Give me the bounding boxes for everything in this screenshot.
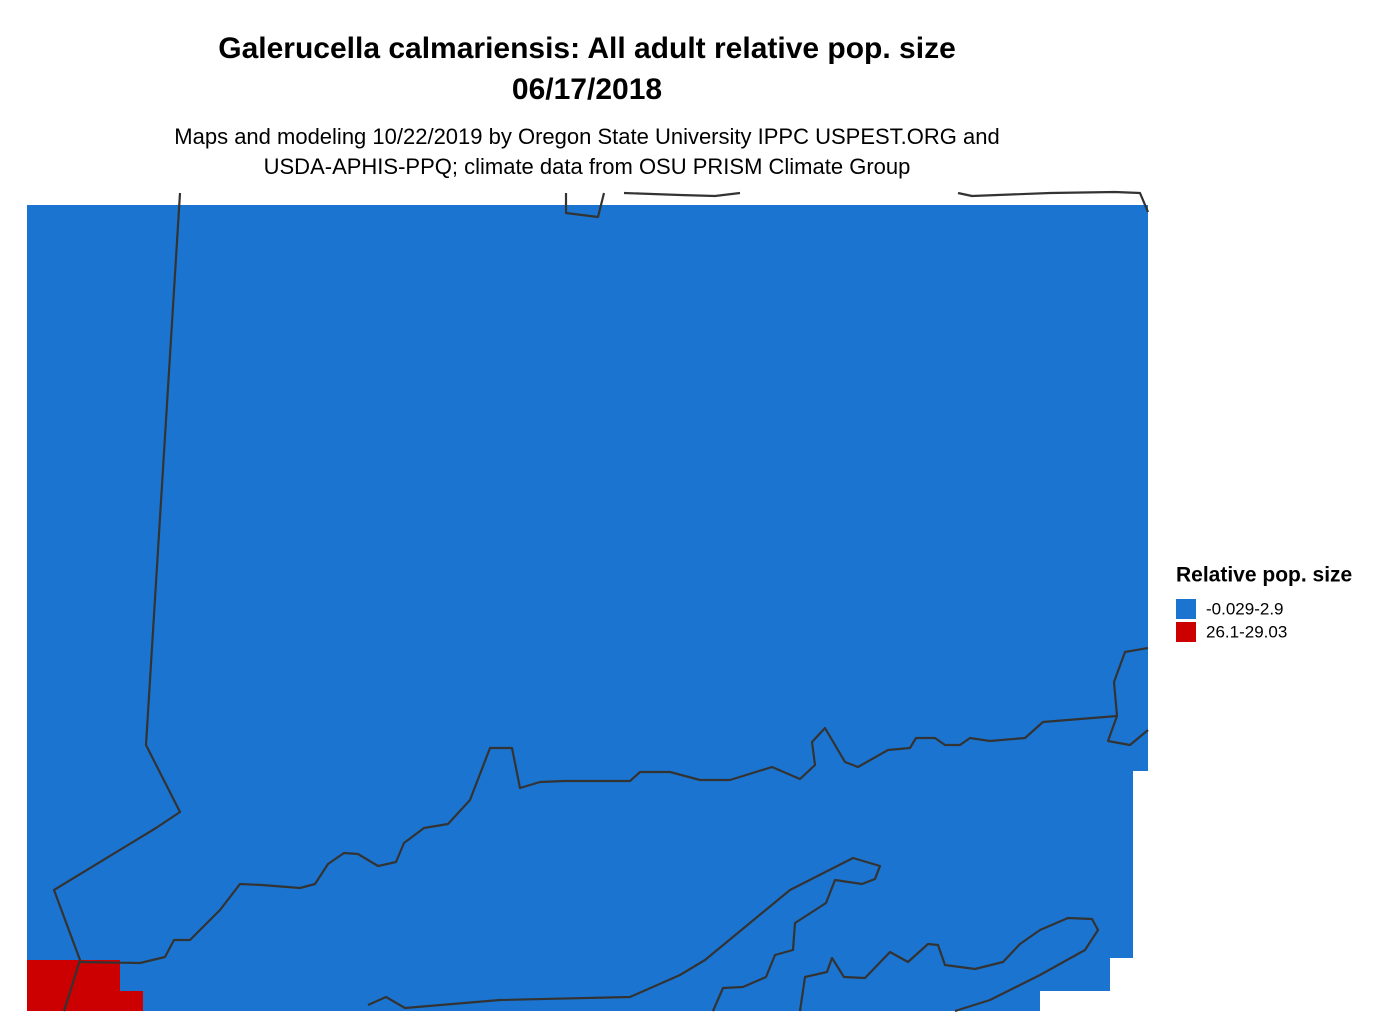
legend-swatch bbox=[1176, 599, 1196, 619]
subtitle: USDA-APHIS-PPQ; climate data from OSU PR… bbox=[264, 154, 911, 179]
high-zone bbox=[27, 960, 143, 1011]
low-zone bbox=[27, 205, 1148, 1011]
legend-swatch bbox=[1176, 622, 1196, 642]
state-borders bbox=[52, 190, 1150, 1013]
legend-label: -0.029-2.9 bbox=[1206, 599, 1284, 618]
legend: Relative pop. size -0.029-2.9 26.1-29.03 bbox=[1176, 564, 1352, 642]
map-area bbox=[27, 190, 1150, 1013]
map-title: Galerucella calmariensis: All adult rela… bbox=[218, 32, 956, 65]
map-date: 06/17/2018 bbox=[512, 73, 662, 106]
legend-title: Relative pop. size bbox=[1176, 564, 1352, 587]
subtitle: Maps and modeling 10/22/2019 by Oregon S… bbox=[174, 124, 999, 149]
legend-label: 26.1-29.03 bbox=[1206, 622, 1287, 641]
